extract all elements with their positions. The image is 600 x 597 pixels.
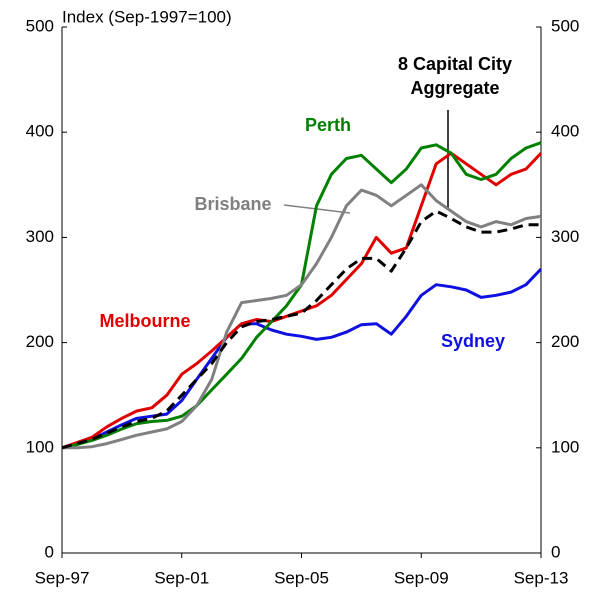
series-line bbox=[61, 151, 543, 450]
x-tick-label: Sep-97 bbox=[35, 568, 90, 587]
y2-tick-label: 200 bbox=[551, 332, 579, 351]
series-line bbox=[61, 267, 543, 450]
series-line bbox=[61, 209, 541, 450]
annotation: 8 Capital City Aggregate bbox=[397, 54, 513, 98]
x-tick-label: Sep-01 bbox=[154, 568, 209, 587]
y-tick-label: 300 bbox=[26, 227, 54, 246]
y-tick-label: 200 bbox=[26, 332, 54, 351]
y-axis-label: Index (Sep-1997=100) bbox=[62, 7, 232, 26]
y-tick-label: 0 bbox=[45, 542, 54, 561]
x-tick-label: Sep-09 bbox=[394, 568, 449, 587]
y-tick-label: 100 bbox=[26, 437, 54, 456]
series-line bbox=[61, 141, 542, 450]
y2-tick-label: 500 bbox=[551, 16, 579, 35]
y-tick-label: 400 bbox=[26, 122, 54, 141]
y-tick-label: 500 bbox=[26, 16, 54, 35]
series-label: Perth bbox=[305, 115, 351, 135]
y2-tick-label: 400 bbox=[551, 122, 579, 141]
y2-tick-label: 100 bbox=[551, 437, 579, 456]
x-tick-label: Sep-05 bbox=[274, 568, 329, 587]
series-label: Brisbane bbox=[194, 194, 271, 214]
series-label: Sydney bbox=[441, 331, 505, 351]
series-label: Melbourne bbox=[99, 311, 190, 331]
y2-tick-label: 300 bbox=[551, 227, 579, 246]
series-line bbox=[62, 183, 542, 450]
x-tick-label: Sep-13 bbox=[514, 568, 569, 587]
y2-tick-label: 0 bbox=[551, 542, 560, 561]
